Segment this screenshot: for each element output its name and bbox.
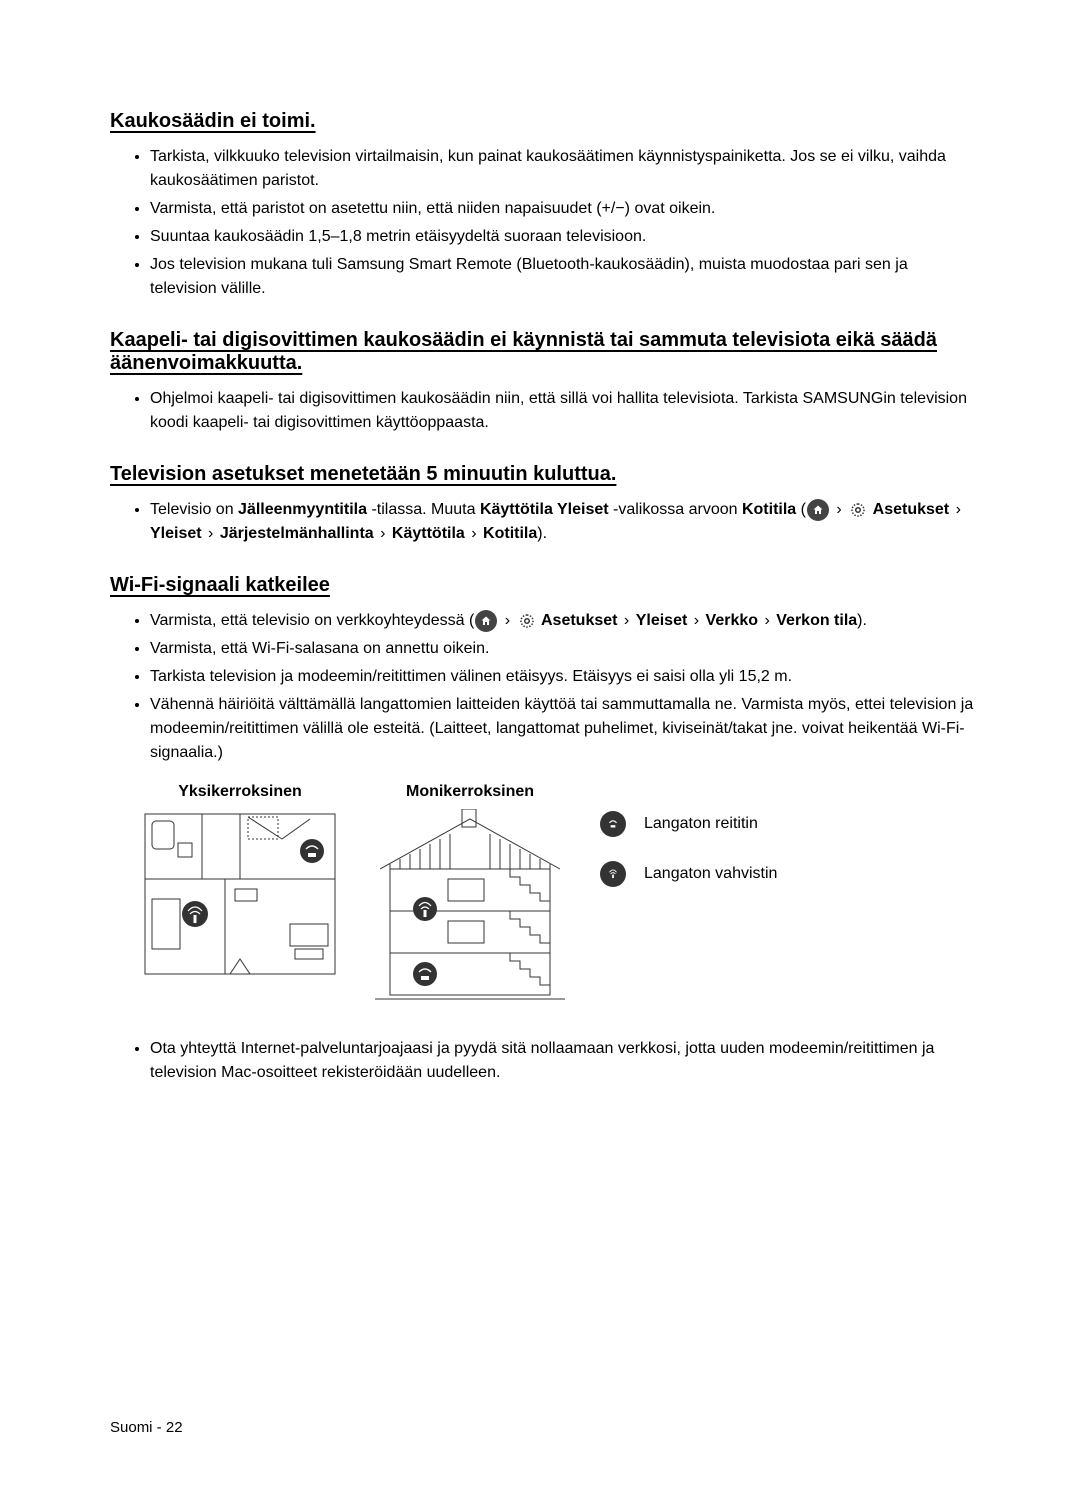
page-footer: Suomi - 22 bbox=[110, 1419, 183, 1436]
bullet-list: Ohjelmoi kaapeli- tai digisovittimen kau… bbox=[110, 387, 975, 435]
list-item: Varmista, että paristot on asetettu niin… bbox=[150, 197, 975, 221]
bullet-list: Ota yhteyttä Internet-palveluntarjoajaas… bbox=[110, 1037, 975, 1085]
gear-icon bbox=[518, 612, 536, 630]
house-svg bbox=[370, 809, 570, 1009]
list-item: Tarkista television ja modeemin/reititti… bbox=[150, 665, 975, 689]
legend: Langaton reititin Langaton vahvistin bbox=[600, 811, 777, 887]
router-icon bbox=[600, 811, 626, 837]
legend-router: Langaton reititin bbox=[600, 811, 777, 837]
bullet-list: Tarkista, vilkkuuko television virtailma… bbox=[110, 145, 975, 301]
section-title: Wi-Fi-signaali katkeilee bbox=[110, 574, 975, 597]
bullet-list: Varmista, että televisio on verkkoyhteyd… bbox=[110, 609, 975, 765]
list-item: Varmista, että televisio on verkkoyhteyd… bbox=[150, 609, 975, 633]
legend-repeater: Langaton vahvistin bbox=[600, 861, 777, 887]
home-icon bbox=[475, 610, 497, 632]
bullet-list: Televisio on Jälleenmyyntitila -tilassa.… bbox=[110, 498, 975, 546]
diagram-label: Yksikerroksinen bbox=[140, 783, 340, 801]
legend-label: Langaton reititin bbox=[644, 815, 758, 833]
section-settings-lost: Television asetukset menetetään 5 minuut… bbox=[110, 463, 975, 546]
section-wifi: Wi-Fi-signaali katkeilee Varmista, että … bbox=[110, 574, 975, 1085]
list-item: Ohjelmoi kaapeli- tai digisovittimen kau… bbox=[150, 387, 975, 435]
list-item: Suuntaa kaukosäädin 1,5–1,8 metrin etäis… bbox=[150, 225, 975, 249]
section-title: Kaapeli- tai digisovittimen kaukosäädin … bbox=[110, 329, 975, 375]
gear-icon bbox=[849, 501, 867, 519]
diagram-multi-story: Monikerroksinen bbox=[370, 783, 570, 1009]
home-icon bbox=[807, 499, 829, 521]
repeater-icon bbox=[600, 861, 626, 887]
list-item: Jos television mukana tuli Samsung Smart… bbox=[150, 253, 975, 301]
list-item: Tarkista, vilkkuuko television virtailma… bbox=[150, 145, 975, 193]
diagram-row: Yksikerroksinen bbox=[110, 783, 975, 1009]
section-title: Kaukosäädin ei toimi. bbox=[110, 110, 975, 133]
section-remote-not-working: Kaukosäädin ei toimi. Tarkista, vilkkuuk… bbox=[110, 110, 975, 301]
list-item: Vähennä häiriöitä välttämällä langattomi… bbox=[150, 693, 975, 765]
floorplan-svg bbox=[140, 809, 340, 979]
legend-label: Langaton vahvistin bbox=[644, 865, 777, 883]
list-item: Ota yhteyttä Internet-palveluntarjoajaas… bbox=[150, 1037, 975, 1085]
section-stb-remote: Kaapeli- tai digisovittimen kaukosäädin … bbox=[110, 329, 975, 435]
section-title: Television asetukset menetetään 5 minuut… bbox=[110, 463, 975, 486]
diagram-label: Monikerroksinen bbox=[370, 783, 570, 801]
diagram-single-story: Yksikerroksinen bbox=[140, 783, 340, 979]
list-item: Televisio on Jälleenmyyntitila -tilassa.… bbox=[150, 498, 975, 546]
list-item: Varmista, että Wi-Fi-salasana on annettu… bbox=[150, 637, 975, 661]
